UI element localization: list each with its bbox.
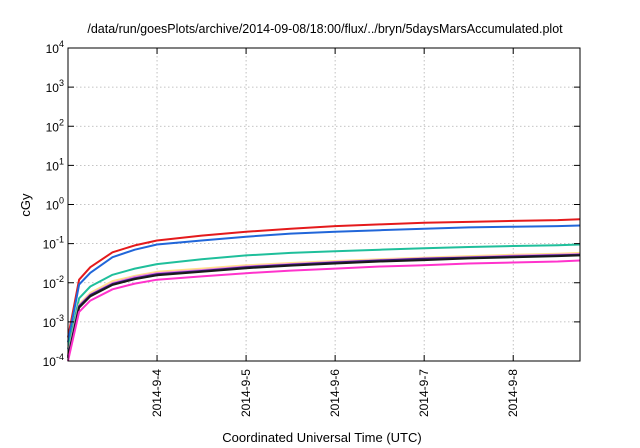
x-tick-label: 2014-9-4: [150, 369, 164, 417]
y-tick-label: 100: [46, 196, 64, 213]
series-line-2: [67, 224, 581, 343]
y-tick-label: 10-2: [43, 274, 64, 291]
y-axis-ticks: 10-4 10-3 10-2 10-1 100 101 102 103 104: [43, 39, 580, 369]
series-line-8: [67, 259, 581, 362]
series-line-7: [67, 254, 581, 359]
y-tick-label: 104: [46, 39, 64, 56]
series-line-1: [67, 218, 581, 338]
y-tick-label: 102: [46, 117, 64, 134]
x-axis-label: Coordinated Universal Time (UTC): [222, 430, 421, 445]
y-tick-label: 10-4: [43, 352, 64, 369]
x-tick-label: 2014-9-7: [417, 369, 431, 417]
x-tick-label: 2014-9-5: [239, 369, 253, 417]
x-tick-label: 2014-9-8: [506, 369, 520, 417]
chart-title: /data/run/goesPlots/archive/2014-09-08/1…: [87, 22, 563, 36]
y-tick-label: 101: [46, 156, 64, 173]
series-line-4: [67, 251, 581, 355]
series-group: [67, 218, 581, 362]
y-axis-label: cGy: [18, 193, 33, 217]
y-tick-label: 103: [46, 78, 64, 95]
x-tick-label: 2014-9-6: [328, 369, 342, 417]
series-line-3: [67, 243, 581, 350]
y-tick-label: 10-1: [43, 235, 64, 252]
grid: [68, 48, 580, 361]
y-tick-label: 10-3: [43, 313, 64, 330]
x-axis-ticks: 2014-9-4 2014-9-5 2014-9-6 2014-9-7 2014-9-8: [150, 48, 520, 417]
